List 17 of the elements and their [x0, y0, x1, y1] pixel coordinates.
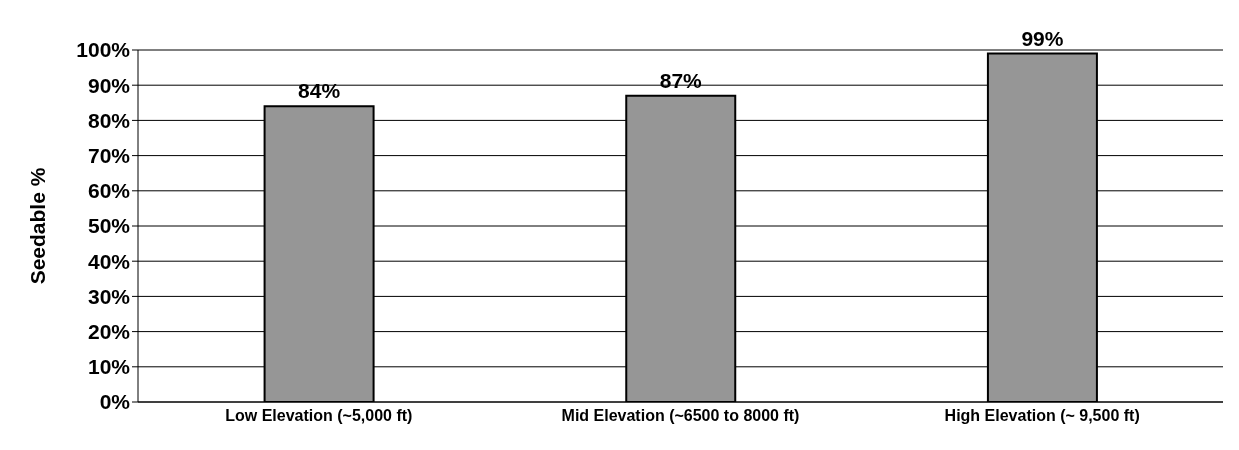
data-label: 99% [1021, 26, 1064, 50]
y-tick-label: 10% [87, 355, 131, 379]
y-tick-label: 80% [87, 108, 131, 132]
y-tick-label: 40% [87, 249, 131, 273]
x-tick-label: Mid Elevation (~6500 to 8000 ft) [561, 407, 800, 425]
x-tick-label: Low Elevation (~5,000 ft) [225, 407, 413, 425]
y-axis-title: Seedable % [26, 167, 50, 285]
y-tick-label: 100% [76, 38, 131, 62]
y-tick-label: 70% [87, 144, 131, 168]
y-tick-label: 90% [87, 73, 131, 97]
y-tick-label: 20% [87, 320, 131, 344]
data-label: 84% [298, 79, 341, 103]
x-tick-label: High Elevation (~ 9,500 ft) [944, 407, 1140, 425]
y-tick-label: 50% [87, 214, 131, 238]
y-tick-label: 30% [87, 284, 131, 308]
y-tick-label: 60% [87, 179, 131, 203]
y-tick-label: 0% [99, 390, 131, 414]
